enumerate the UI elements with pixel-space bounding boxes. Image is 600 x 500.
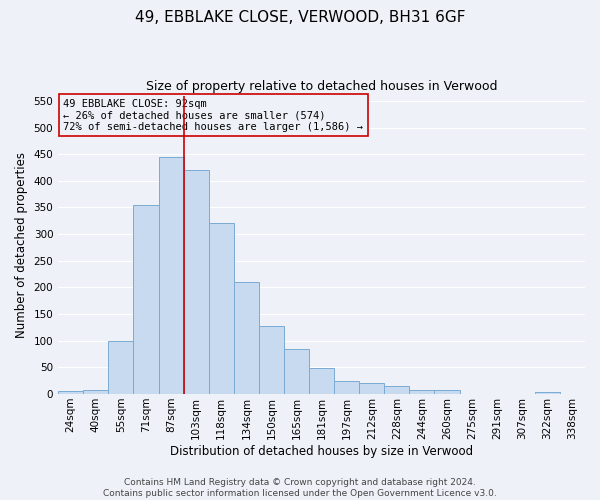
Bar [109, 340, 133, 394]
Bar [409, 390, 434, 394]
Bar [334, 380, 359, 394]
Text: 49 EBBLAKE CLOSE: 92sqm
← 26% of detached houses are smaller (574)
72% of semi-d: 49 EBBLAKE CLOSE: 92sqm ← 26% of detache… [64, 98, 364, 132]
Bar [58, 392, 83, 394]
Bar [133, 205, 158, 394]
Bar [83, 390, 109, 394]
Bar [359, 384, 385, 394]
Bar [535, 392, 560, 394]
Bar [385, 386, 409, 394]
X-axis label: Distribution of detached houses by size in Verwood: Distribution of detached houses by size … [170, 444, 473, 458]
Bar [259, 326, 284, 394]
Bar [209, 224, 234, 394]
Bar [434, 390, 460, 394]
Bar [158, 157, 184, 394]
Bar [284, 348, 309, 394]
Bar [309, 368, 334, 394]
Text: 49, EBBLAKE CLOSE, VERWOOD, BH31 6GF: 49, EBBLAKE CLOSE, VERWOOD, BH31 6GF [135, 10, 465, 25]
Bar [234, 282, 259, 394]
Text: Contains HM Land Registry data © Crown copyright and database right 2024.
Contai: Contains HM Land Registry data © Crown c… [103, 478, 497, 498]
Y-axis label: Number of detached properties: Number of detached properties [15, 152, 28, 338]
Title: Size of property relative to detached houses in Verwood: Size of property relative to detached ho… [146, 80, 497, 93]
Bar [184, 170, 209, 394]
